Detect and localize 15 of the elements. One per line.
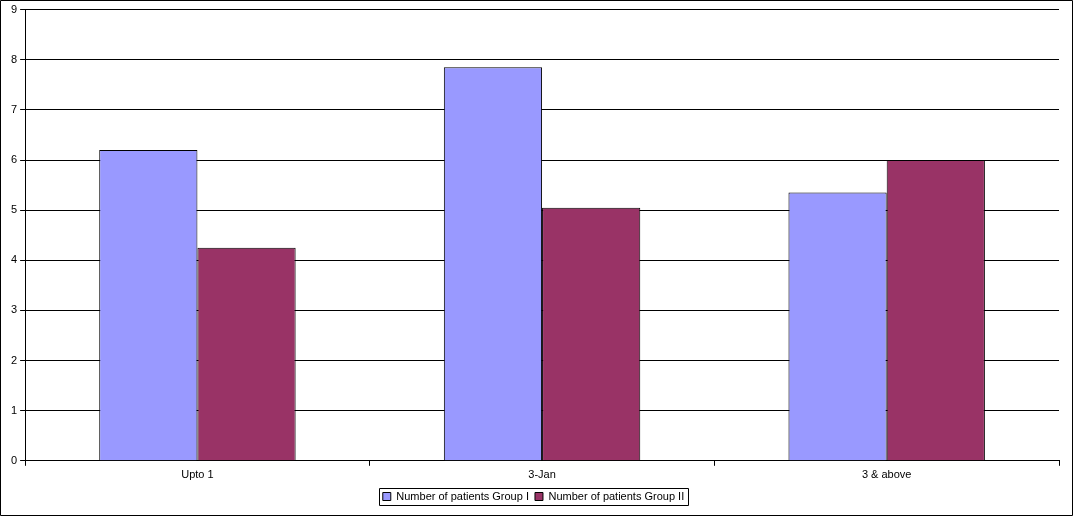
y-tick-label: 3	[10, 303, 18, 316]
y-tick-label: 1	[10, 403, 18, 416]
legend-label: Number of patients Group II	[548, 489, 685, 502]
y-tick-label: 2	[10, 353, 18, 366]
y-tick-label: 7	[10, 102, 18, 115]
y-tick-label: 9	[10, 2, 18, 15]
y-tick-label: 6	[10, 153, 18, 166]
x-tick-label: Upto 1	[181, 468, 214, 481]
y-tick-label: 4	[10, 253, 18, 266]
y-tick-label: 8	[10, 52, 18, 65]
y-tick-label: 0	[10, 453, 18, 466]
legend-label: Number of patients Group I	[396, 489, 529, 502]
y-tick-label: 5	[10, 203, 18, 216]
x-tick-label: 3 & above	[861, 468, 912, 481]
x-tick-label: 3-Jan	[528, 468, 556, 481]
